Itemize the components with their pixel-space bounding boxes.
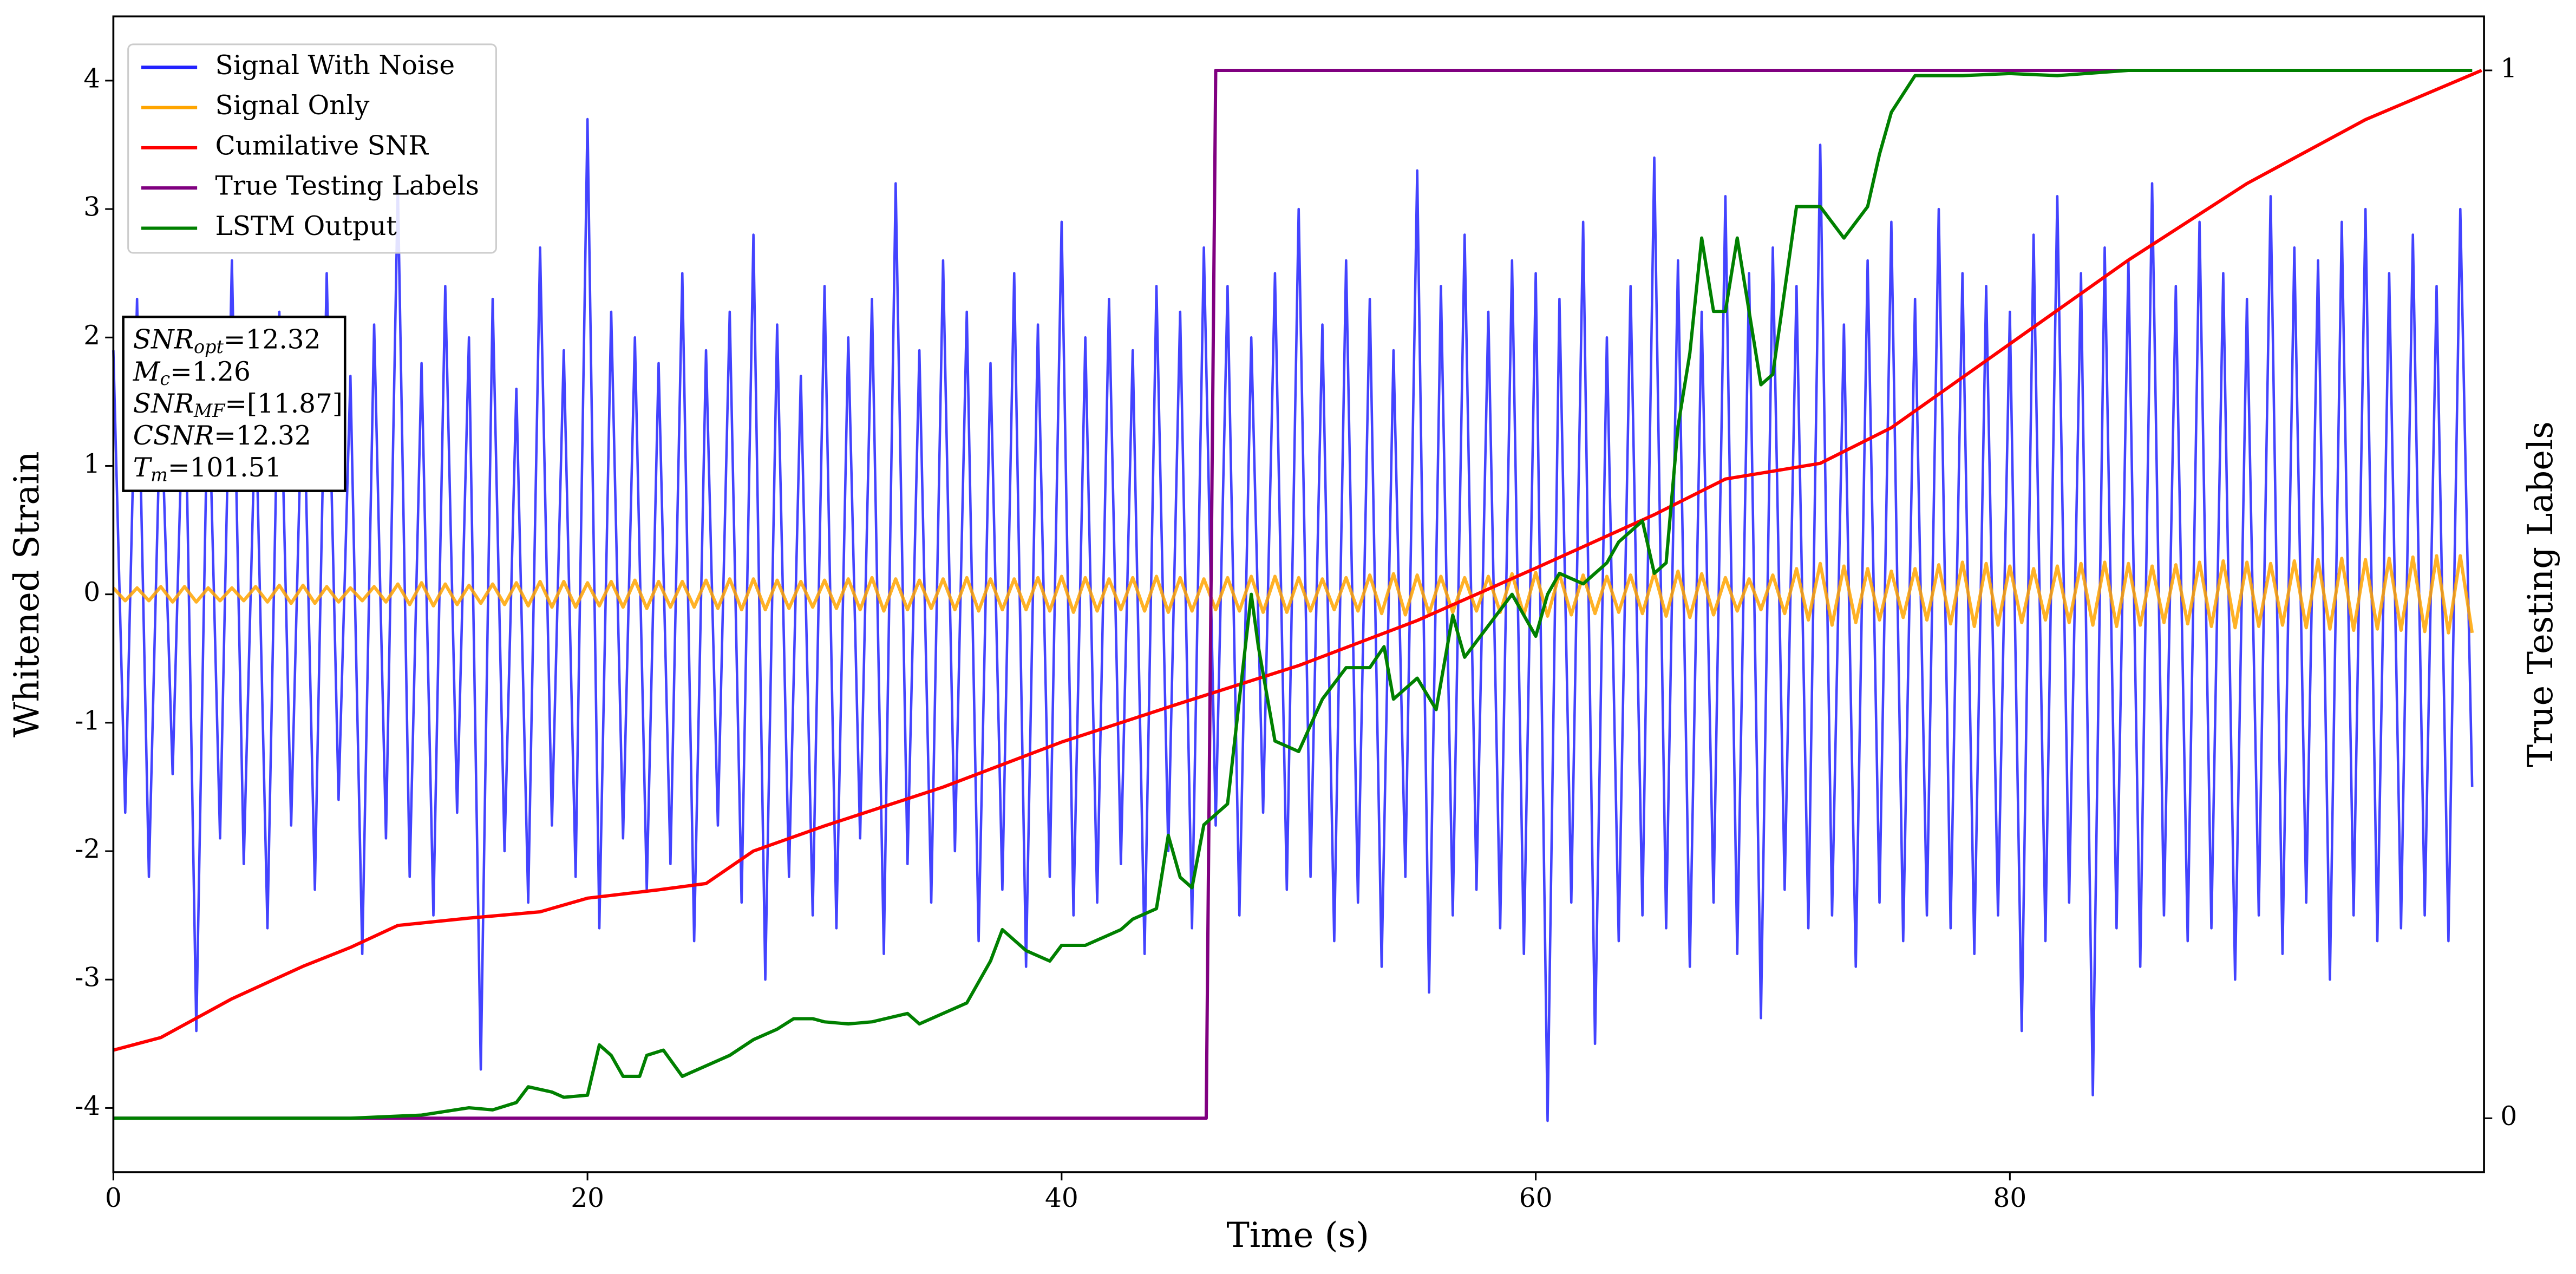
series-line: [113, 68, 2473, 1120]
y2-tick-label: 1: [2500, 54, 2517, 84]
x-tick-label: 80: [1993, 1183, 2026, 1213]
legend-box: [127, 43, 497, 254]
series-line: [112, 554, 2474, 635]
x-tick-label: 20: [571, 1183, 604, 1213]
series-line: [112, 117, 2474, 1122]
y-tick-label: 4: [83, 63, 100, 94]
annotation-subscript: MF: [193, 400, 226, 421]
annotation-value: =12.32: [214, 421, 311, 451]
x-tick-label: 0: [105, 1183, 122, 1213]
series-line: [113, 69, 2482, 1052]
y-tick-label: -1: [75, 705, 100, 736]
plot-area: [112, 68, 2482, 1122]
annotation-subscript: opt: [194, 336, 224, 357]
annotation-symbol: M: [133, 356, 161, 387]
annotation: SNRopt=12.32Mc=1.26SNRMF=[11.87]CSNR=12.…: [122, 315, 346, 492]
y-tick-label: 1: [83, 449, 100, 479]
annotation-symbol: SNR: [133, 388, 194, 419]
annotation-value: =12.32: [224, 324, 321, 355]
y-tick-label: -3: [75, 963, 100, 993]
annotation-value: =[11.87]: [225, 388, 342, 419]
x-tick-label: 60: [1519, 1183, 1553, 1213]
legend-label: Signal With Noise: [215, 50, 455, 81]
y-axis-label: Whitened Strain: [7, 451, 47, 737]
y2-tick-label: 0: [2500, 1101, 2517, 1132]
x-tick-label: 40: [1045, 1183, 1078, 1213]
y-tick-label: 0: [83, 577, 100, 607]
legend-label: True Testing Labels: [215, 171, 479, 201]
annotation-box: [122, 315, 346, 492]
annotation-line: Mc=1.26: [133, 356, 251, 389]
y-tick-label: 3: [83, 192, 100, 223]
legend-label: LSTM Output: [215, 211, 397, 241]
y-tick-label: -4: [75, 1091, 100, 1121]
y-tick-label: -2: [75, 834, 100, 865]
legend: Signal With Noise Signal Only Cumilative S…: [127, 43, 497, 254]
annotation-subscript: m: [151, 464, 168, 485]
annotation-line: Tm=101.51: [133, 453, 282, 486]
annotation-symbol: T: [133, 453, 153, 483]
series-line: [113, 68, 2473, 1120]
annotation-line: SNRMF=[11.87]: [133, 388, 343, 421]
legend-label: Cumilative SNR: [215, 130, 429, 161]
annotation-subscript: c: [160, 368, 170, 389]
y-tick-label: 2: [83, 321, 100, 351]
annotation-line: SNRopt=12.32: [133, 324, 321, 357]
annotation-value: =1.26: [170, 356, 251, 387]
legend-label: Signal Only: [215, 90, 370, 121]
annotation-symbol: CSNR: [133, 421, 214, 451]
y2-axis-label: True Testing Labels: [2521, 421, 2561, 767]
x-axis-label: Time (s): [1226, 1216, 1369, 1256]
annotation-line: CSNR=12.32: [133, 421, 311, 451]
annotation-symbol: SNR: [133, 324, 194, 355]
annotation-value: =101.51: [168, 453, 282, 483]
